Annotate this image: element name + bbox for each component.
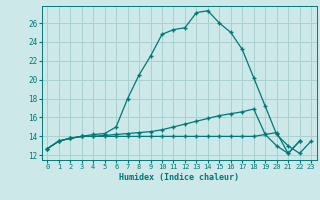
X-axis label: Humidex (Indice chaleur): Humidex (Indice chaleur) [119,173,239,182]
